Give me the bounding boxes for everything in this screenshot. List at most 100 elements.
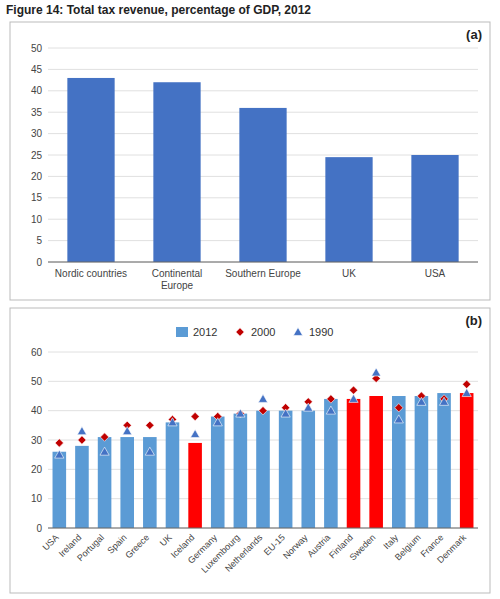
y-tick-label: 40 bbox=[31, 405, 43, 416]
marker bbox=[191, 412, 199, 420]
y-tick-label: 35 bbox=[31, 107, 43, 118]
y-tick-label: 20 bbox=[31, 171, 43, 182]
grid-line bbox=[48, 381, 478, 382]
grid-line bbox=[48, 262, 478, 263]
bar bbox=[53, 452, 67, 528]
x-tick-label: Italy bbox=[381, 532, 400, 551]
marker bbox=[236, 409, 244, 417]
x-tick-label: Sweden bbox=[347, 532, 377, 562]
x-tick-label-line: USA bbox=[425, 268, 446, 279]
bar bbox=[324, 399, 338, 528]
y-tick-label: 50 bbox=[31, 43, 43, 54]
y-tick-label: 10 bbox=[31, 214, 43, 225]
x-tick-label: Nordic countries bbox=[55, 268, 127, 279]
y-tick-label: 15 bbox=[31, 192, 43, 203]
grid-line bbox=[48, 352, 478, 353]
bar bbox=[460, 393, 474, 528]
marker bbox=[190, 430, 199, 438]
bar bbox=[325, 157, 372, 262]
x-tick-label: Southern Europe bbox=[225, 268, 301, 279]
x-tick-label: USA bbox=[425, 268, 446, 279]
legend-label: 2000 bbox=[251, 326, 275, 338]
bar bbox=[392, 396, 406, 528]
x-tick-label: ContinentalEurope bbox=[152, 268, 203, 291]
plot-area bbox=[53, 368, 474, 528]
chart-panel: 05101520253035404550(a)Nordic countriesC… bbox=[10, 22, 490, 300]
marker bbox=[281, 409, 290, 417]
bar bbox=[239, 108, 286, 262]
bar bbox=[415, 396, 429, 528]
y-tick-label: 0 bbox=[36, 523, 42, 534]
x-tick-label-line: Europe bbox=[161, 280, 194, 291]
y-tick-label: 60 bbox=[31, 347, 43, 358]
marker bbox=[213, 418, 222, 426]
marker bbox=[78, 436, 86, 444]
y-tick-label: 30 bbox=[31, 435, 43, 446]
bar bbox=[369, 396, 383, 528]
grid-line bbox=[48, 528, 478, 529]
marker bbox=[259, 406, 267, 414]
y-tick-label: 30 bbox=[31, 128, 43, 139]
x-tick-label-line: Southern Europe bbox=[225, 268, 301, 279]
x-tick-label: Denmark bbox=[435, 532, 468, 565]
x-tick-label-line: UK bbox=[342, 268, 356, 279]
y-tick-label: 5 bbox=[36, 235, 42, 246]
x-axis-line bbox=[48, 528, 478, 529]
x-tick-label-line: Nordic countries bbox=[55, 268, 127, 279]
x-tick-label: Greece bbox=[123, 532, 151, 560]
x-tick-label: Portugal bbox=[75, 532, 106, 563]
grid-line bbox=[48, 48, 478, 49]
bar bbox=[120, 437, 134, 528]
marker bbox=[304, 403, 313, 411]
marker bbox=[439, 397, 448, 405]
marker bbox=[100, 433, 108, 441]
y-tick-label: 0 bbox=[36, 257, 42, 268]
legend-label: 1990 bbox=[309, 326, 333, 338]
marker bbox=[55, 439, 63, 447]
marker bbox=[146, 421, 154, 429]
bar bbox=[279, 411, 293, 528]
legend-swatch bbox=[236, 328, 244, 336]
bar bbox=[98, 437, 112, 528]
bar bbox=[153, 82, 200, 262]
marker bbox=[395, 404, 403, 412]
bar bbox=[75, 446, 89, 528]
bar bbox=[234, 414, 248, 528]
bar bbox=[188, 443, 202, 528]
chart-panel: 0102030405060(b)USAIrelandPortugalSpainG… bbox=[10, 308, 490, 593]
legend: 2012 2000 1990 bbox=[176, 326, 333, 338]
marker bbox=[417, 397, 426, 405]
marker bbox=[100, 447, 109, 455]
marker bbox=[327, 395, 335, 403]
panel-frame bbox=[10, 308, 490, 593]
marker bbox=[326, 406, 335, 414]
marker bbox=[462, 388, 471, 396]
y-tick-label: 50 bbox=[31, 376, 43, 387]
legend-label: 2012 bbox=[193, 326, 217, 338]
bar bbox=[301, 411, 315, 528]
marker bbox=[145, 447, 154, 455]
x-tick-label: Netherlands bbox=[223, 532, 265, 574]
panel-label: (b) bbox=[465, 313, 482, 328]
x-tick-label-line: Continental bbox=[152, 268, 203, 279]
bar bbox=[67, 78, 114, 262]
x-tick-label: Norway bbox=[281, 532, 310, 561]
marker bbox=[55, 450, 64, 458]
y-tick-label: 40 bbox=[31, 85, 43, 96]
marker bbox=[462, 380, 470, 388]
plot-area bbox=[67, 78, 458, 262]
bar bbox=[347, 399, 361, 528]
y-tick-label: 45 bbox=[31, 64, 43, 75]
x-tick-label: UK bbox=[158, 532, 174, 548]
y-tick-label: 20 bbox=[31, 464, 43, 475]
marker bbox=[394, 415, 403, 423]
marker bbox=[77, 427, 86, 435]
marker bbox=[349, 394, 358, 402]
marker bbox=[236, 409, 245, 417]
bar bbox=[211, 417, 225, 528]
x-tick-label: Belgium bbox=[393, 532, 423, 562]
x-tick-label: UK bbox=[342, 268, 356, 279]
figure-title: Figure 14: Total tax revenue, percentage… bbox=[6, 3, 311, 17]
marker bbox=[168, 418, 177, 426]
legend-swatch bbox=[176, 327, 188, 337]
